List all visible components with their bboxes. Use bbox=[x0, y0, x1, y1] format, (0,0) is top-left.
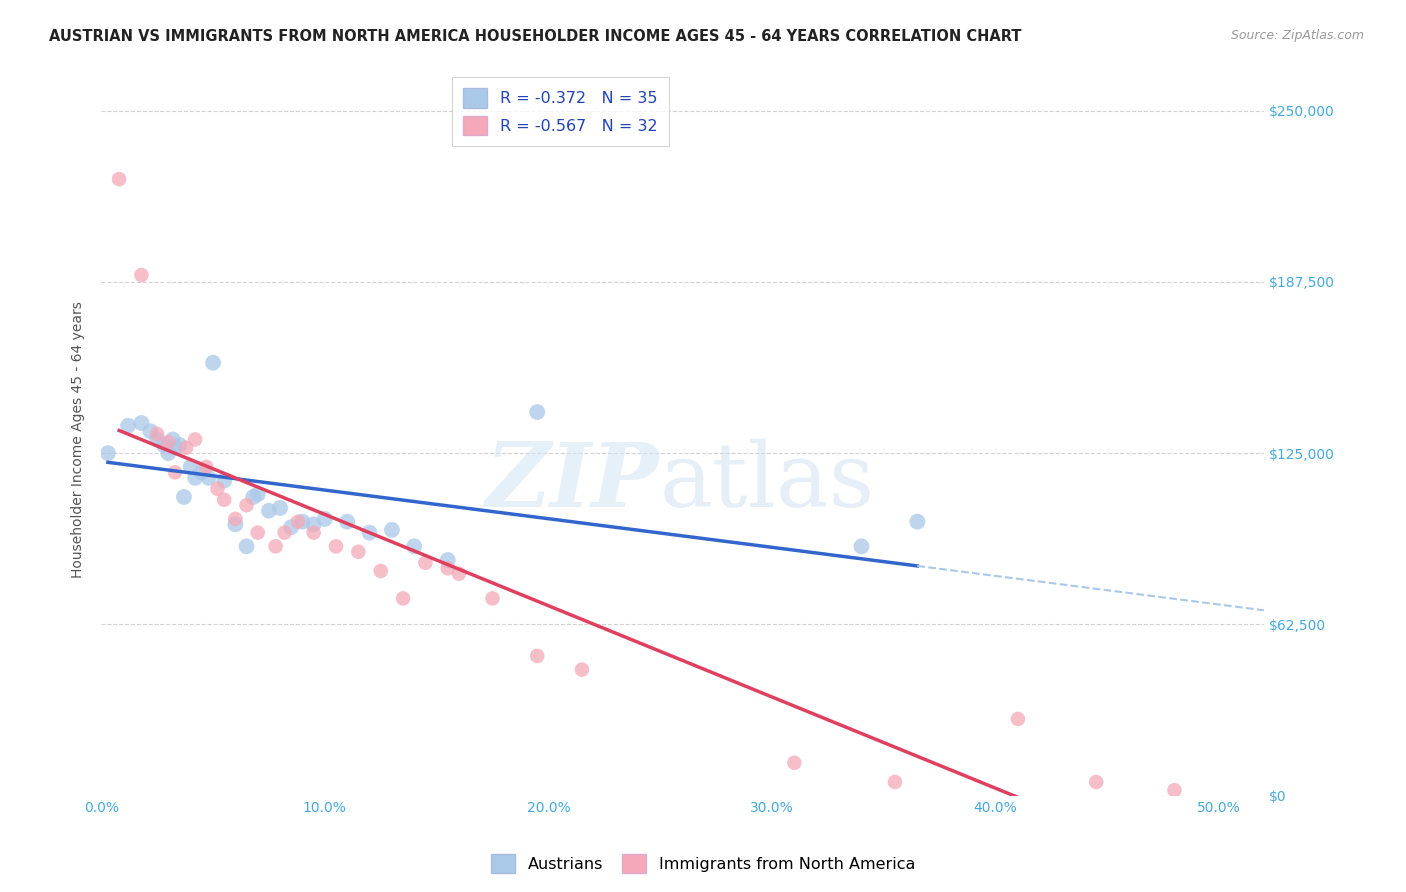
Point bbox=[381, 523, 404, 537]
Point bbox=[280, 520, 302, 534]
Text: ZIP: ZIP bbox=[486, 439, 659, 525]
Point bbox=[291, 515, 314, 529]
Point bbox=[235, 498, 257, 512]
Point bbox=[180, 459, 202, 474]
Point bbox=[157, 446, 180, 460]
Point bbox=[273, 525, 295, 540]
Point bbox=[163, 441, 186, 455]
Y-axis label: Householder Income Ages 45 - 64 years: Householder Income Ages 45 - 64 years bbox=[72, 301, 86, 578]
Point bbox=[169, 438, 191, 452]
Point bbox=[184, 471, 207, 485]
Point bbox=[905, 515, 928, 529]
Point bbox=[212, 474, 235, 488]
Point bbox=[302, 525, 325, 540]
Point bbox=[264, 539, 287, 553]
Point bbox=[202, 356, 225, 370]
Point bbox=[415, 556, 437, 570]
Legend: R = -0.372   N = 35, R = -0.567   N = 32: R = -0.372 N = 35, R = -0.567 N = 32 bbox=[453, 77, 669, 146]
Point bbox=[287, 515, 309, 529]
Point bbox=[884, 775, 907, 789]
Point bbox=[347, 545, 370, 559]
Point bbox=[257, 504, 280, 518]
Point bbox=[139, 424, 162, 438]
Point bbox=[146, 433, 169, 447]
Point bbox=[131, 268, 153, 282]
Point bbox=[207, 482, 229, 496]
Point bbox=[302, 517, 325, 532]
Point bbox=[224, 512, 246, 526]
Point bbox=[481, 591, 503, 606]
Point bbox=[783, 756, 806, 770]
Point bbox=[436, 561, 458, 575]
Point bbox=[162, 433, 184, 447]
Point bbox=[157, 435, 180, 450]
Point bbox=[146, 427, 169, 442]
Point bbox=[174, 441, 197, 455]
Point bbox=[117, 418, 139, 433]
Point bbox=[404, 539, 426, 553]
Point bbox=[224, 517, 246, 532]
Point bbox=[571, 663, 593, 677]
Point bbox=[447, 566, 470, 581]
Point bbox=[526, 648, 548, 663]
Point bbox=[235, 539, 257, 553]
Text: atlas: atlas bbox=[659, 439, 875, 526]
Point bbox=[336, 515, 359, 529]
Legend: Austrians, Immigrants from North America: Austrians, Immigrants from North America bbox=[485, 847, 921, 880]
Point bbox=[246, 487, 269, 501]
Point bbox=[108, 172, 131, 186]
Point bbox=[195, 459, 218, 474]
Point bbox=[392, 591, 415, 606]
Point bbox=[184, 433, 207, 447]
Point bbox=[325, 539, 347, 553]
Point bbox=[242, 490, 264, 504]
Text: AUSTRIAN VS IMMIGRANTS FROM NORTH AMERICA HOUSEHOLDER INCOME AGES 45 - 64 YEARS : AUSTRIAN VS IMMIGRANTS FROM NORTH AMERIC… bbox=[49, 29, 1022, 44]
Point bbox=[1007, 712, 1029, 726]
Text: Source: ZipAtlas.com: Source: ZipAtlas.com bbox=[1230, 29, 1364, 42]
Point bbox=[526, 405, 548, 419]
Point bbox=[197, 471, 219, 485]
Point bbox=[359, 525, 381, 540]
Point bbox=[1085, 775, 1108, 789]
Point bbox=[246, 525, 269, 540]
Point bbox=[314, 512, 336, 526]
Point bbox=[436, 553, 458, 567]
Point bbox=[131, 416, 153, 430]
Point bbox=[1163, 783, 1185, 797]
Point bbox=[191, 466, 214, 480]
Point bbox=[173, 490, 195, 504]
Point bbox=[97, 446, 120, 460]
Point bbox=[153, 438, 176, 452]
Point bbox=[163, 466, 186, 480]
Point bbox=[269, 500, 291, 515]
Point bbox=[370, 564, 392, 578]
Point bbox=[212, 492, 235, 507]
Point bbox=[851, 539, 873, 553]
